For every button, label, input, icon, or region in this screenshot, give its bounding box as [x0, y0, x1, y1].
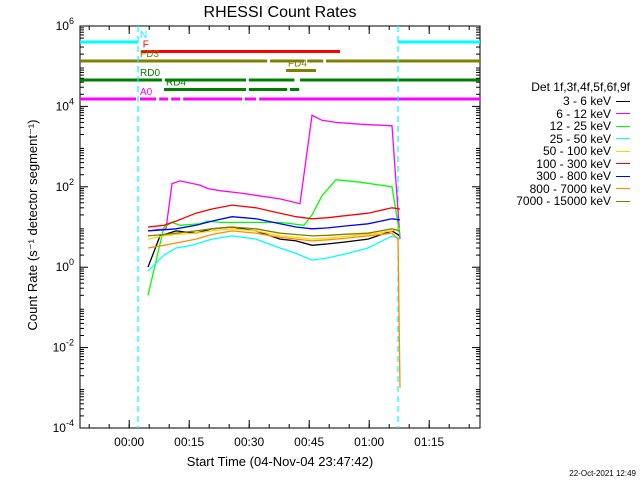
legend-item: 12 - 25 keV [484, 119, 634, 134]
y-tick-label-exponent: -2 [66, 338, 74, 348]
state-bar-label: FD4 [288, 59, 307, 70]
y-tick-label-base: 10 [53, 421, 67, 435]
y-tick-label-base: 10 [56, 99, 70, 113]
legend-item-label: 6 - 12 keV [556, 106, 611, 121]
legend-item: 800 - 7000 keV [484, 181, 634, 196]
legend-item: 6 - 12 keV [484, 106, 634, 121]
legend-item-swatch [616, 138, 630, 140]
y-tick-label-exponent: 2 [69, 177, 74, 187]
x-tick-label: 01:15 [414, 435, 444, 449]
legend-item-label: 7000 - 15000 keV [516, 194, 611, 209]
legend-item-label: 3 - 6 keV [562, 94, 611, 109]
state-bar-label: RD4 [166, 78, 186, 89]
legend-item-swatch [616, 163, 630, 165]
legend-item-swatch [616, 100, 630, 102]
legend-item: 300 - 800 keV [484, 169, 634, 184]
y-tick-label: 10-2 [53, 338, 74, 355]
legend-item-swatch [616, 188, 630, 190]
y-tick-label: 10-4 [53, 418, 74, 435]
x-tick-label: 00:15 [174, 435, 204, 449]
x-tick-label: 00:00 [114, 435, 144, 449]
series-line-3 [147, 235, 401, 272]
state-bar-label: RD0 [140, 68, 160, 79]
legend-item-label: 50 - 100 keV [542, 144, 611, 159]
legend-item: 3 - 6 keV [484, 94, 634, 109]
x-tick-label: 00:45 [294, 435, 324, 449]
y-tick-label: 100 [56, 257, 74, 274]
legend-item-swatch [616, 150, 630, 152]
y-tick-label-base: 10 [56, 260, 70, 274]
legend-item-label: 100 - 300 keV [536, 156, 611, 171]
y-tick-label: 104 [56, 96, 74, 113]
legend-item-swatch [616, 113, 630, 115]
legend-item-swatch [616, 125, 630, 127]
state-bar-label: N [140, 30, 147, 41]
legend-item-swatch [616, 200, 630, 202]
legend-rows: 3 - 6 keV 6 - 12 keV 12 - 25 keV 25 - 50 ke… [484, 94, 634, 209]
legend-item-label: 25 - 50 keV [549, 131, 611, 146]
y-tick-label-exponent: 6 [69, 16, 74, 26]
legend-item-label: 300 - 800 keV [536, 169, 611, 184]
y-axis-label: Count Rate (s⁻¹ detector segment⁻¹) [25, 120, 40, 331]
x-tick-label: 01:00 [354, 435, 384, 449]
legend-item: 25 - 50 keV [484, 131, 634, 146]
y-tick-label-exponent: 4 [69, 96, 74, 106]
series-line-5 [147, 204, 401, 228]
legend-item-label: 12 - 25 keV [549, 119, 611, 134]
legend-title: Det 1f,3f,4f,5f,6f,9f [531, 80, 630, 94]
y-tick-label-base: 10 [53, 341, 67, 355]
legend-item-label: 800 - 7000 keV [529, 181, 611, 196]
plot-frame [79, 25, 481, 429]
legend-item-swatch [616, 175, 630, 177]
series-line-1 [147, 114, 401, 240]
y-tick-label-exponent: 0 [69, 257, 74, 267]
legend-item: 50 - 100 keV [484, 144, 634, 159]
y-tick-label-base: 10 [56, 180, 70, 194]
legend: Det 1f,3f,4f,5f,6f,9f 3 - 6 keV 6 - 12 ke… [484, 80, 634, 208]
timestamp: 22-Oct-2021 12:49 [569, 469, 636, 478]
series-line-0 [147, 226, 401, 268]
y-tick-label: 102 [56, 177, 74, 194]
chart-title: RHESSI Count Rates [204, 4, 357, 21]
x-axis-label: Start Time (04-Nov-04 23:47:42) [187, 454, 373, 469]
series-line-4 [147, 228, 401, 240]
state-bar-label: A0 [140, 87, 153, 98]
series-line-8 [147, 226, 401, 237]
y-tick-label: 106 [56, 16, 74, 33]
x-tick-label: 00:30 [234, 435, 264, 449]
legend-item: 7000 - 15000 keV [484, 194, 634, 209]
series-line-2 [147, 179, 401, 296]
y-tick-label-base: 10 [56, 19, 70, 33]
state-bar-label: FD3 [140, 49, 159, 60]
legend-item: 100 - 300 keV [484, 156, 634, 171]
state-bar-label: F [143, 40, 149, 51]
series-line-6 [147, 216, 401, 232]
y-tick-label-exponent: -4 [66, 418, 74, 428]
series-line-7 [147, 230, 401, 388]
